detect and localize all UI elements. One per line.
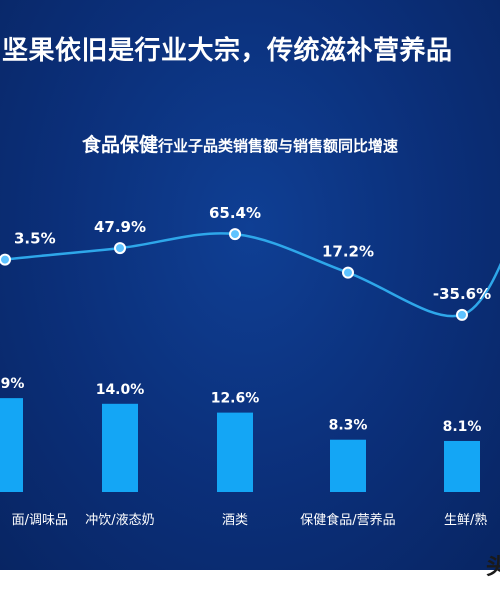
headline: 坚果依旧是行业大宗，传统滋补营养品 (2, 36, 453, 66)
line-value-label: 65.4% (209, 204, 261, 222)
line-value-label: 47.9% (94, 218, 146, 236)
bar-value-label: 14.0% (96, 382, 145, 398)
bar-value-label: 8.1% (443, 419, 482, 435)
chart-title: 食品保健行业子品类销售额与销售额同比增速 (82, 130, 398, 157)
chart-canvas: 坚果依旧是行业大宗，传统滋补营养品 食品保健行业子品类销售额与销售额同比增速 4… (0, 0, 500, 570)
bar (102, 403, 138, 492)
line-point (0, 253, 11, 266)
line-value-label: -35.6% (433, 285, 491, 303)
bar (330, 439, 366, 492)
watermark-text: 头 (486, 555, 500, 580)
bar (217, 412, 253, 492)
bar-value-label: 8.3% (329, 418, 368, 434)
line-value-label: 17.2% (322, 243, 374, 261)
chart-title-main: 食品保健 (82, 134, 159, 156)
line-point (114, 242, 126, 255)
line-point (456, 308, 468, 321)
bar (0, 398, 23, 492)
category-label: 酒类 (222, 513, 248, 528)
line-point (342, 266, 354, 279)
category-label: 生鲜/熟 (444, 512, 487, 528)
growth-line (0, 232, 500, 318)
category-label: 面/调味品 (12, 513, 68, 528)
bar (444, 440, 480, 492)
chart-title-rest: 行业子品类销售额与销售额同比增速 (158, 137, 399, 155)
line-point (229, 228, 241, 241)
chart-plot: 4.9% 14.0% 12.6% 8.3% 8.1% 面/调味品 冲饮/液态奶 酒类 保健食品/… (0, 204, 500, 528)
bar-value-label: 12.6% (211, 391, 260, 407)
category-label: 冲饮/液态奶 (85, 513, 154, 528)
line-value-label: 3.5% (14, 230, 56, 248)
footer-strip (0, 570, 500, 600)
category-label: 保健食品/营养品 (300, 512, 395, 528)
bar-value-label: 4.9% (0, 376, 24, 392)
